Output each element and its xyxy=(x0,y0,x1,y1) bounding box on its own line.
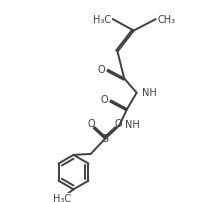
Text: H₃C: H₃C xyxy=(93,15,111,25)
Text: NH: NH xyxy=(142,87,157,97)
Text: CH₃: CH₃ xyxy=(158,15,176,25)
Text: H₃C: H₃C xyxy=(53,193,72,202)
Text: S: S xyxy=(102,133,109,143)
Text: O: O xyxy=(97,64,105,75)
Text: O: O xyxy=(88,119,95,129)
Text: NH: NH xyxy=(125,120,140,130)
Text: O: O xyxy=(115,119,122,129)
Text: O: O xyxy=(100,95,108,105)
